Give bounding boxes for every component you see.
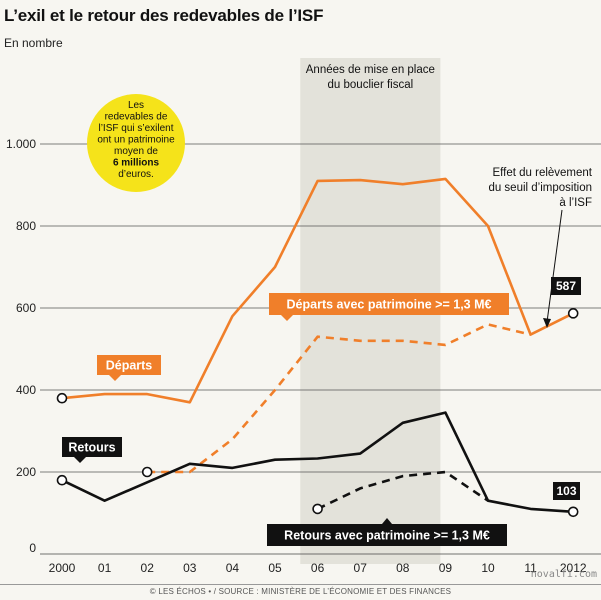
x-tick-label: 03 [183,561,197,575]
label-retours-patrimoine-box [267,524,507,546]
x-tick-label: 2000 [49,561,76,575]
label-departs-pointer [109,375,121,381]
y-tick-label: 200 [16,465,36,479]
y-tick-label: 0 [29,541,36,555]
label-retours: Retours [68,441,115,455]
x-tick-label: 09 [439,561,453,575]
series-line-0 [61,177,574,404]
label-retours-patrimoine: Retours avec patrimoine >= 1,3 M€ [284,529,490,543]
data-point-marker [567,506,579,518]
label-departs-patrimoine: Départs avec patrimoine >= 1,3 M€ [287,298,492,312]
x-tick-label: 07 [354,561,368,575]
x-tick-label: 06 [311,561,325,575]
label-departs-patrimoine-pointer [281,315,293,321]
label-departs-patrimoine-box [269,293,509,315]
callout-circle [87,94,185,192]
y-tick-label: 800 [16,219,36,233]
annotation-text: du seuil d’imposition [488,182,592,194]
page-title: L’exil et le retour des redevables de l’… [4,6,324,25]
data-point-marker [567,308,579,319]
callout-text: redevables de [105,112,168,123]
end-value-departs-box [551,277,581,295]
label-retours-patrimoine-pointer [382,518,392,524]
data-point-marker [56,392,68,404]
x-tick-label: 11 [524,561,537,575]
watermark: novalfi.com [530,569,597,580]
y-tick-label: 1.000 [6,137,36,151]
label-retours-pointer [74,457,86,463]
data-point-marker [141,466,153,478]
callout-text: 6 millions [113,158,160,169]
shaded-period-label: du bouclier fiscal [328,79,414,91]
page-subtitle: En nombre [4,36,63,50]
annotation-text: Effet du relèvement [492,167,592,179]
x-tick-label: 08 [396,561,410,575]
data-point-marker [56,474,68,486]
label-departs: Départs [106,359,153,373]
x-tick-label: 05 [268,561,282,575]
callout-text: d’euros. [118,169,154,180]
annotation-arrow [546,209,563,323]
label-departs-box [97,355,161,375]
callout-text: ont un patrimoine [97,135,175,146]
x-tick-label: 01 [98,561,112,575]
shaded-period-label: Années de mise en place [306,64,435,76]
y-tick-label: 600 [16,301,36,315]
x-tick-label: 2012 [560,561,587,575]
x-tick-label: 04 [226,561,240,575]
annotation-text: à l’ISF [559,197,592,209]
end-value-retours-box [553,482,580,500]
y-tick-label: 400 [16,383,36,397]
end-value-departs: 587 [556,279,576,293]
label-retours-box [62,437,122,457]
end-value-retours: 103 [556,484,576,498]
x-tick-label: 10 [481,561,495,575]
callout-text: moyen de [114,146,158,157]
callout-text: Les [128,100,144,111]
annotation-arrow-head [543,318,551,328]
series-line-3 [317,470,489,511]
source-footer: © LES ÉCHOS • / SOURCE : MINISTÈRE DE L’… [0,584,601,596]
data-point-marker [312,503,323,515]
x-tick-label: 02 [141,561,155,575]
callout-text: l’ISF qui s’exilent [98,123,173,134]
series-line-1 [147,323,531,474]
